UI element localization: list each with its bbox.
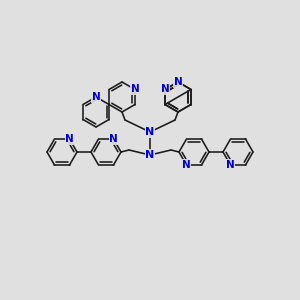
Text: N: N (182, 160, 191, 170)
Text: N: N (146, 127, 154, 137)
Text: N: N (130, 85, 140, 94)
Text: N: N (65, 134, 74, 144)
Text: N: N (226, 160, 235, 170)
Text: N: N (146, 150, 154, 160)
Text: N: N (92, 92, 100, 102)
Text: N: N (109, 134, 118, 144)
Text: N: N (160, 85, 169, 94)
Text: N: N (174, 77, 182, 87)
